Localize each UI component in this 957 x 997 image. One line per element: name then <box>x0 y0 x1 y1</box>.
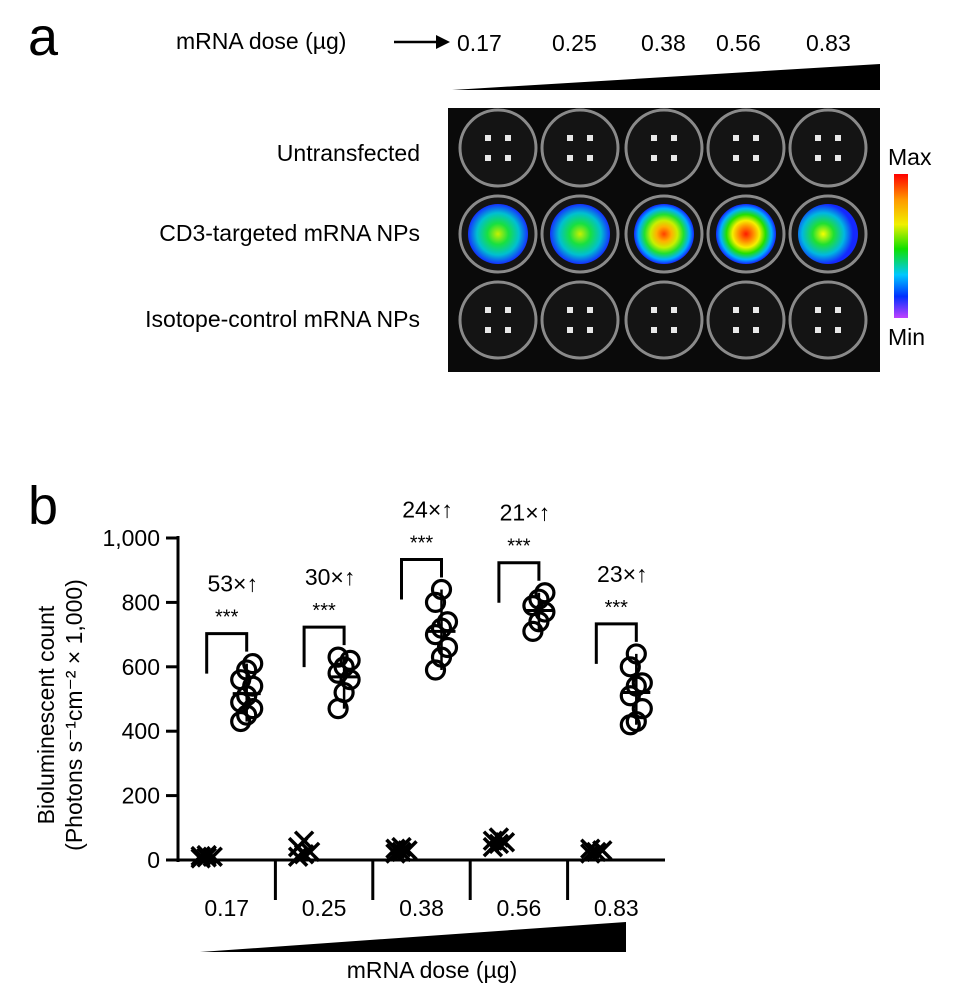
data-point-cross <box>385 838 406 859</box>
data-point-cross <box>488 827 510 848</box>
data-point-cross <box>482 836 504 858</box>
y-tick-label: 0 <box>147 847 160 873</box>
well <box>458 194 538 274</box>
data-point-circle <box>424 591 447 613</box>
data-point-cross <box>299 841 321 863</box>
well <box>540 108 620 188</box>
fold-change-label: 24×↑ <box>402 497 453 523</box>
well <box>540 194 620 274</box>
data-point-circle <box>339 649 361 671</box>
data-point-circle <box>242 652 264 675</box>
data-point-circle <box>522 595 544 617</box>
fold-change-label: 23×↑ <box>597 561 648 587</box>
chart-marks: *** 53×↑ *** 30×↑ *** 24×↑ *** 21×↑ *** 23×↑ <box>190 497 653 869</box>
luminescence-signal <box>550 204 610 264</box>
color-scale-bar <box>894 174 908 318</box>
data-point-cross <box>482 830 504 851</box>
fold-change-label: 21×↑ <box>500 500 551 526</box>
significance-bracket <box>302 625 346 668</box>
panel-a-dose-0: 0.17 <box>457 30 502 56</box>
panel-a-dose-3: 0.56 <box>716 30 761 56</box>
data-point-cross <box>586 841 607 863</box>
panel-a-dose-wedge <box>452 64 880 90</box>
data-point-circle <box>327 646 349 668</box>
data-point-cross <box>391 841 412 863</box>
panel-a-letter: a <box>28 7 59 67</box>
data-point-circle <box>436 636 459 659</box>
luminescence-signal <box>468 204 528 264</box>
luminescence-signal <box>634 204 694 264</box>
data-point-circle <box>619 656 641 678</box>
bioluminescence-chart: b Bioluminescent count (Photons s⁻¹cm⁻² … <box>28 476 665 983</box>
y-tick-label: 600 <box>122 654 160 680</box>
data-point-cross <box>293 830 315 851</box>
well <box>624 108 704 188</box>
data-point-circle <box>424 624 447 646</box>
data-point-circle <box>242 698 264 720</box>
y-tick-label: 400 <box>122 718 160 744</box>
data-point-circle <box>631 698 653 720</box>
y-axis-label-line2: (Photons s⁻¹cm⁻² × 1,000) <box>61 579 87 851</box>
data-point-cross <box>488 833 510 855</box>
data-point-circle <box>534 582 556 604</box>
y-tick-label: 1,000 <box>102 525 160 551</box>
x-axis-label: mRNA dose (µg) <box>347 957 517 983</box>
panel-a-dose-2: 0.38 <box>641 30 686 56</box>
row-label-isotope-control: Isotope-control mRNA NPs <box>145 306 420 332</box>
dose-arrow-icon <box>394 35 450 49</box>
scale-min-label: Min <box>888 324 926 350</box>
row-label-cd3-targeted: CD3-targeted mRNA NPs <box>159 220 420 246</box>
data-point-cross <box>580 838 601 859</box>
fold-change-label: 30×↑ <box>305 564 356 590</box>
y-tick-label: 200 <box>122 783 160 809</box>
x-tick-label: 0.25 <box>302 895 347 921</box>
y-tick-label: 800 <box>122 589 160 615</box>
panel-b-letter: b <box>28 476 58 536</box>
well <box>706 194 786 274</box>
x-tick-label: 0.17 <box>204 895 249 921</box>
panel-b-dose-wedge <box>200 922 626 952</box>
significance-bracket <box>497 561 541 603</box>
significance-bracket <box>594 622 638 664</box>
data-point-circle <box>327 662 349 684</box>
data-point-cross <box>190 845 211 867</box>
y-axis-label-line1: Bioluminescent count <box>33 605 59 824</box>
significance-label: *** <box>507 536 531 558</box>
row-label-untransfected: Untransfected <box>276 140 420 166</box>
panel-a-dose-4: 0.83 <box>806 30 851 56</box>
well <box>624 280 704 360</box>
panel-a-dose-label: mRNA dose (µg) <box>176 28 347 54</box>
well-plate-image <box>448 108 880 372</box>
well <box>706 108 786 188</box>
significance-label: *** <box>410 533 434 555</box>
data-point-cross <box>391 836 412 858</box>
well <box>458 280 538 360</box>
significance-bracket <box>400 558 443 600</box>
data-point-circle <box>424 659 447 681</box>
chart-axes: 0 200 400 600 800 1,000 0.17 0.25 0.38 0.56 0.83 <box>102 525 665 921</box>
x-tick-label: 0.83 <box>594 895 639 921</box>
luminescence-signal <box>716 204 776 264</box>
x-tick-label: 0.38 <box>399 895 444 921</box>
data-point-cross <box>580 843 601 864</box>
significance-label: *** <box>215 607 239 629</box>
significance-label: *** <box>605 597 629 619</box>
well <box>540 280 620 360</box>
well <box>788 108 868 188</box>
well <box>788 194 868 274</box>
scale-max-label: Max <box>888 144 932 170</box>
x-tick-label: 0.56 <box>497 895 542 921</box>
well <box>706 280 786 360</box>
significance-bracket <box>205 632 249 674</box>
significance-label: *** <box>312 600 336 622</box>
luminescence-signal <box>798 204 858 264</box>
data-point-cross <box>196 844 217 866</box>
well <box>788 280 868 360</box>
fold-change-label: 53×↑ <box>207 571 258 597</box>
panel-a-dose-1: 0.25 <box>552 30 597 56</box>
well <box>624 194 704 274</box>
well <box>458 108 538 188</box>
